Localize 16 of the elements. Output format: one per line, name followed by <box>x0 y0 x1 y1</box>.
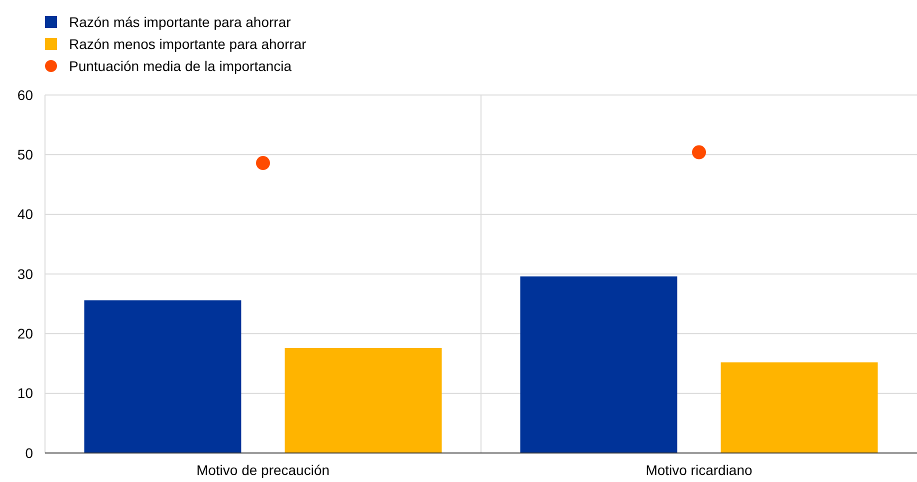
bar <box>520 276 678 453</box>
legend-label: Puntuación media de la importancia <box>69 58 292 74</box>
x-tick-label: Motivo de precaución <box>196 462 330 478</box>
bar <box>284 348 442 453</box>
y-tick-label: 20 <box>17 326 34 342</box>
y-tick-label: 10 <box>17 385 34 402</box>
bar <box>84 300 242 453</box>
bar <box>720 362 878 453</box>
y-tick-label: 30 <box>17 266 34 282</box>
y-tick-label: 40 <box>17 206 34 222</box>
legend-label: Razón menos importante para ahorrar <box>69 36 307 52</box>
y-tick-label: 50 <box>17 146 34 163</box>
y-tick-label: 0 <box>25 444 34 461</box>
y-tick-label: 60 <box>17 86 34 103</box>
x-tick-label: Motivo ricardiano <box>646 462 753 478</box>
legend-label: Razón más importante para ahorrar <box>69 14 292 30</box>
